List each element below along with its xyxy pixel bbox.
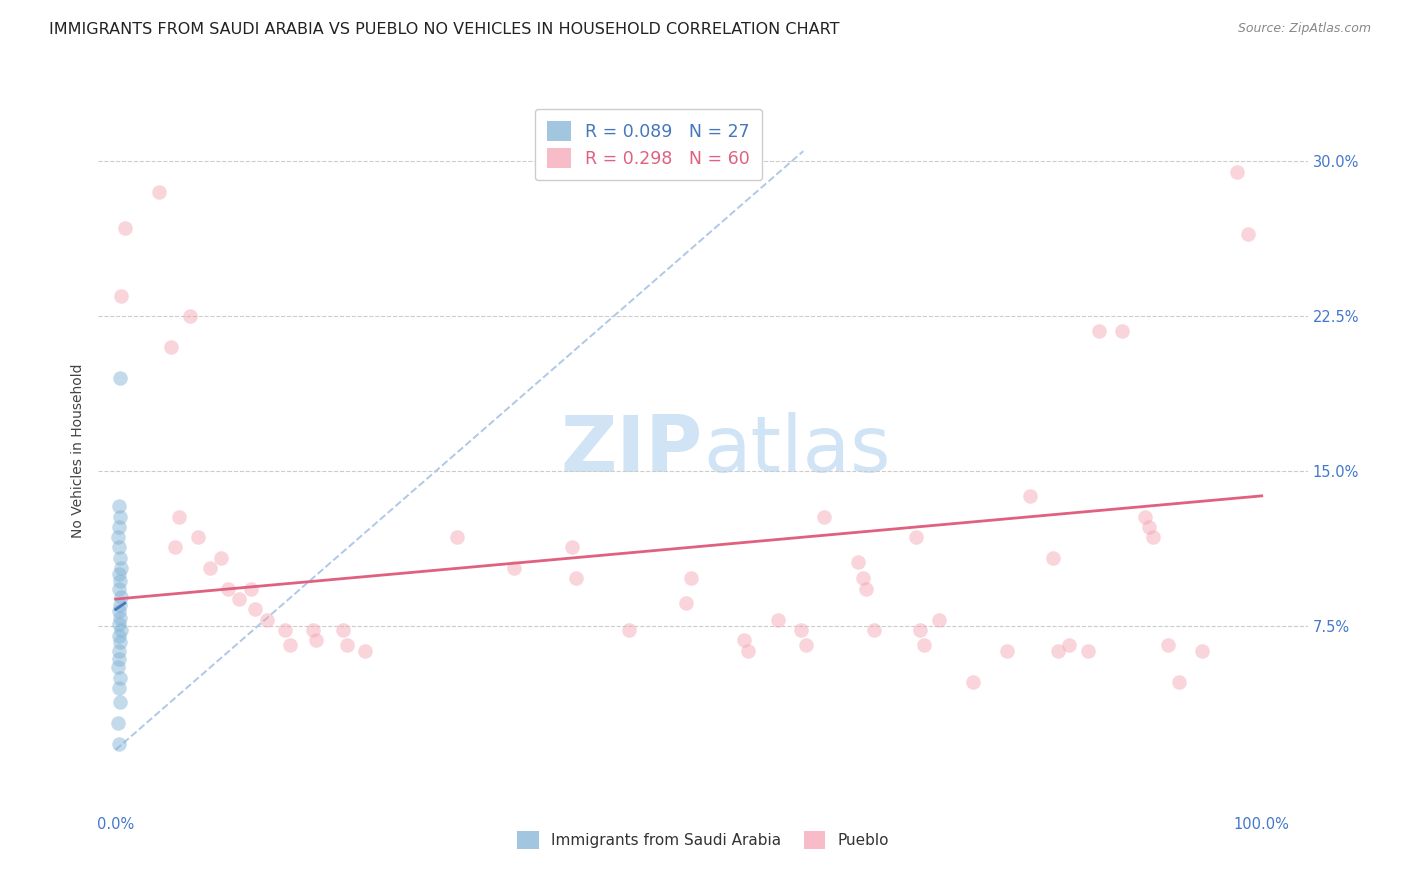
Point — [1076, 643, 1098, 657]
Point — [148, 186, 170, 200]
Point — [108, 567, 131, 582]
Point — [617, 623, 640, 637]
Point — [354, 643, 377, 657]
Point — [110, 288, 132, 302]
Point — [790, 623, 813, 637]
Point — [108, 671, 131, 685]
Point — [846, 555, 869, 569]
Point — [908, 623, 931, 637]
Point — [108, 541, 131, 555]
Point — [108, 629, 131, 643]
Point — [675, 596, 697, 610]
Point — [107, 530, 129, 544]
Point — [107, 660, 129, 674]
Point — [679, 571, 702, 585]
Point — [737, 643, 759, 657]
Point — [179, 310, 201, 324]
Point — [336, 638, 359, 652]
Point — [108, 574, 131, 588]
Point — [1042, 550, 1064, 565]
Point — [863, 623, 886, 637]
Point — [332, 623, 354, 637]
Point — [766, 613, 789, 627]
Point — [256, 613, 278, 627]
Point — [165, 541, 187, 555]
Point — [855, 582, 877, 596]
Point — [1133, 509, 1156, 524]
Point — [794, 638, 817, 652]
Point — [305, 633, 328, 648]
Point — [995, 643, 1018, 657]
Point — [159, 340, 181, 354]
Point — [503, 561, 526, 575]
Point — [108, 681, 131, 695]
Point — [904, 530, 927, 544]
Point — [108, 599, 131, 613]
Point — [1225, 165, 1247, 179]
Point — [108, 695, 131, 709]
Point — [114, 220, 136, 235]
Point — [1019, 489, 1042, 503]
Point — [852, 571, 875, 585]
Point — [446, 530, 468, 544]
Point — [928, 613, 950, 627]
Point — [108, 610, 131, 624]
Point — [813, 509, 835, 524]
Point — [1057, 638, 1080, 652]
Point — [1046, 643, 1069, 657]
Point — [198, 561, 221, 575]
Point — [1157, 638, 1180, 652]
Text: Source: ZipAtlas.com: Source: ZipAtlas.com — [1237, 22, 1371, 36]
Point — [561, 541, 583, 555]
Point — [108, 616, 131, 631]
Point — [110, 561, 132, 575]
Text: ZIP: ZIP — [561, 412, 703, 489]
Point — [108, 371, 131, 385]
Point — [108, 652, 131, 666]
Point — [108, 520, 131, 534]
Point — [1088, 324, 1111, 338]
Point — [167, 509, 190, 524]
Point — [108, 605, 131, 619]
Point — [278, 638, 301, 652]
Point — [301, 623, 323, 637]
Point — [1139, 520, 1161, 534]
Point — [565, 571, 588, 585]
Point — [1111, 324, 1133, 338]
Point — [110, 623, 132, 637]
Point — [239, 582, 262, 596]
Point — [245, 602, 267, 616]
Point — [733, 633, 755, 648]
Point — [1191, 643, 1213, 657]
Point — [912, 638, 935, 652]
Point — [228, 592, 250, 607]
Legend: Immigrants from Saudi Arabia, Pueblo: Immigrants from Saudi Arabia, Pueblo — [510, 825, 896, 855]
Y-axis label: No Vehicles in Household: No Vehicles in Household — [72, 363, 86, 538]
Point — [108, 582, 131, 596]
Point — [108, 737, 131, 751]
Point — [108, 550, 131, 565]
Point — [108, 499, 131, 513]
Point — [274, 623, 297, 637]
Point — [110, 590, 132, 604]
Point — [187, 530, 209, 544]
Text: atlas: atlas — [703, 412, 890, 489]
Point — [1237, 227, 1260, 241]
Point — [209, 550, 232, 565]
Point — [962, 674, 984, 689]
Point — [108, 509, 131, 524]
Point — [217, 582, 239, 596]
Point — [108, 643, 131, 657]
Point — [108, 635, 131, 649]
Point — [1168, 674, 1191, 689]
Text: IMMIGRANTS FROM SAUDI ARABIA VS PUEBLO NO VEHICLES IN HOUSEHOLD CORRELATION CHAR: IMMIGRANTS FROM SAUDI ARABIA VS PUEBLO N… — [49, 22, 839, 37]
Point — [107, 715, 129, 730]
Point — [1142, 530, 1164, 544]
